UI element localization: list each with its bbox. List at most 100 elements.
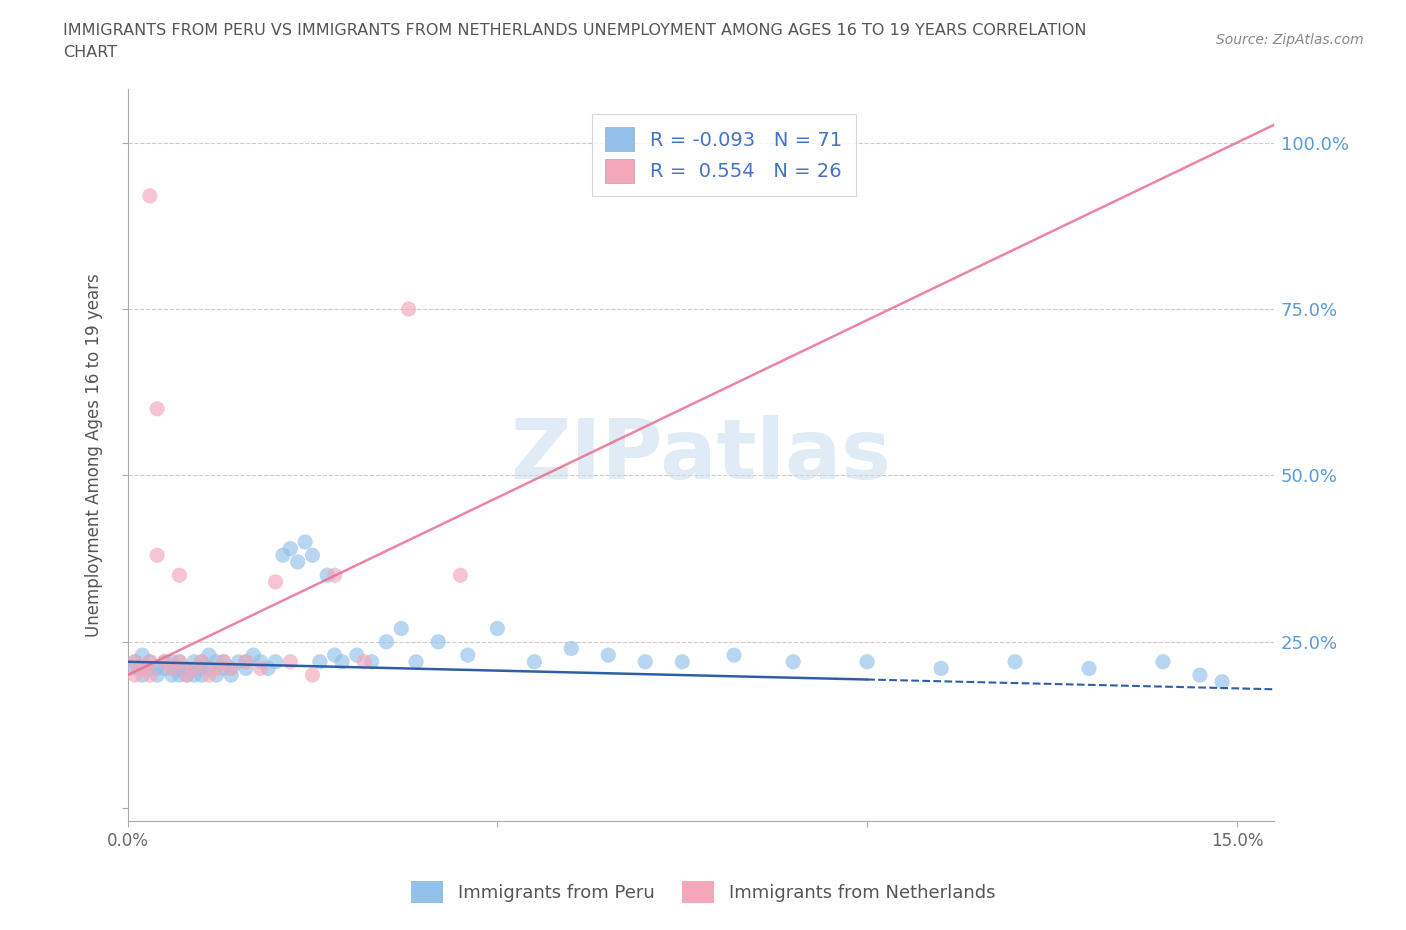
- Point: [160, 661, 183, 676]
- Point: [278, 541, 301, 556]
- Point: [139, 661, 162, 676]
- Legend: Immigrants from Peru, Immigrants from Netherlands: Immigrants from Peru, Immigrants from Ne…: [402, 871, 1004, 911]
- Point: [457, 647, 479, 662]
- Point: [124, 668, 146, 683]
- Point: [856, 655, 879, 670]
- Point: [782, 655, 804, 670]
- Point: [323, 647, 346, 662]
- Point: [249, 661, 271, 676]
- Point: [190, 661, 212, 676]
- Point: [198, 668, 221, 683]
- Point: [301, 548, 323, 563]
- Point: [219, 668, 242, 683]
- Point: [146, 661, 169, 676]
- Point: [346, 647, 368, 662]
- Legend: R = -0.093   N = 71, R =  0.554   N = 26: R = -0.093 N = 71, R = 0.554 N = 26: [592, 113, 856, 196]
- Point: [235, 655, 257, 670]
- Point: [124, 655, 146, 670]
- Point: [131, 661, 153, 676]
- Point: [634, 655, 657, 670]
- Point: [228, 655, 250, 670]
- Point: [219, 661, 242, 676]
- Point: [360, 655, 382, 670]
- Point: [212, 655, 235, 670]
- Point: [169, 655, 191, 670]
- Point: [183, 661, 205, 676]
- Point: [449, 568, 471, 583]
- Point: [198, 661, 221, 676]
- Point: [176, 661, 198, 676]
- Point: [242, 647, 264, 662]
- Point: [205, 661, 228, 676]
- Point: [169, 655, 191, 670]
- Point: [139, 668, 162, 683]
- Point: [190, 655, 212, 670]
- Point: [323, 568, 346, 583]
- Point: [131, 647, 153, 662]
- Point: [353, 655, 375, 670]
- Point: [1078, 661, 1101, 676]
- Point: [198, 647, 221, 662]
- Point: [249, 655, 271, 670]
- Point: [176, 668, 198, 683]
- Point: [212, 661, 235, 676]
- Point: [205, 668, 228, 683]
- Point: [153, 661, 176, 676]
- Point: [183, 655, 205, 670]
- Point: [235, 655, 257, 670]
- Point: [929, 661, 952, 676]
- Point: [160, 661, 183, 676]
- Text: ZIPatlas: ZIPatlas: [510, 415, 891, 496]
- Point: [146, 402, 169, 417]
- Point: [671, 655, 693, 670]
- Point: [183, 668, 205, 683]
- Point: [120, 661, 142, 676]
- Point: [316, 568, 339, 583]
- Point: [169, 568, 191, 583]
- Point: [139, 655, 162, 670]
- Point: [176, 668, 198, 683]
- Point: [309, 655, 332, 670]
- Text: Source: ZipAtlas.com: Source: ZipAtlas.com: [1216, 33, 1364, 46]
- Point: [146, 668, 169, 683]
- Point: [131, 668, 153, 683]
- Point: [486, 621, 509, 636]
- Text: IMMIGRANTS FROM PERU VS IMMIGRANTS FROM NETHERLANDS UNEMPLOYMENT AMONG AGES 16 T: IMMIGRANTS FROM PERU VS IMMIGRANTS FROM …: [63, 23, 1087, 38]
- Point: [160, 655, 183, 670]
- Point: [264, 655, 287, 670]
- Point: [124, 655, 146, 670]
- Point: [190, 668, 212, 683]
- Point: [139, 655, 162, 670]
- Point: [278, 655, 301, 670]
- Y-axis label: Unemployment Among Ages 16 to 19 years: Unemployment Among Ages 16 to 19 years: [86, 273, 103, 637]
- Point: [294, 535, 316, 550]
- Point: [146, 548, 169, 563]
- Text: CHART: CHART: [63, 45, 117, 60]
- Point: [398, 301, 420, 316]
- Point: [598, 647, 620, 662]
- Point: [212, 655, 235, 670]
- Point: [169, 668, 191, 683]
- Point: [1152, 655, 1174, 670]
- Point: [219, 661, 242, 676]
- Point: [389, 621, 412, 636]
- Point: [271, 548, 294, 563]
- Point: [139, 189, 162, 204]
- Point: [264, 575, 287, 590]
- Point: [375, 634, 398, 649]
- Point: [153, 655, 176, 670]
- Point: [160, 668, 183, 683]
- Point: [205, 655, 228, 670]
- Point: [287, 554, 309, 569]
- Point: [1188, 668, 1211, 683]
- Point: [560, 641, 582, 656]
- Point: [1211, 674, 1233, 689]
- Point: [723, 647, 745, 662]
- Point: [301, 668, 323, 683]
- Point: [330, 655, 353, 670]
- Point: [183, 661, 205, 676]
- Point: [405, 655, 427, 670]
- Point: [427, 634, 450, 649]
- Point: [153, 655, 176, 670]
- Point: [257, 661, 280, 676]
